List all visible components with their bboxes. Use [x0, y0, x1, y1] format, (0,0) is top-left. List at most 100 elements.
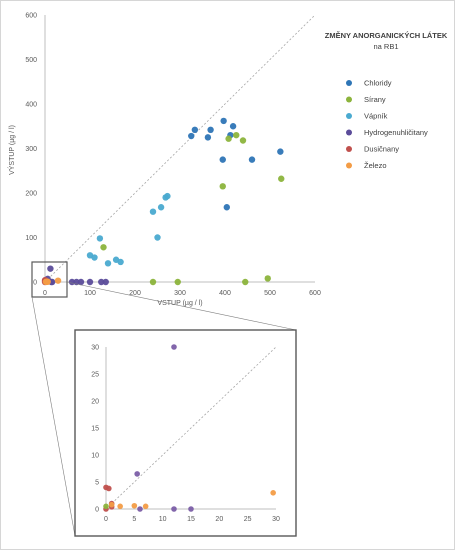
data-point	[278, 175, 285, 182]
inset-y-tick-label: 20	[91, 399, 99, 406]
inset-data-point	[188, 506, 194, 512]
data-point	[239, 137, 247, 144]
inset-y-tick-label: 25	[91, 372, 99, 379]
data-point	[219, 156, 226, 163]
inset-plot-points	[103, 344, 276, 512]
y-tick-label: 400	[25, 102, 37, 109]
main-plot-tick-labels: 0 100 200 300 400 500 600 0 100 200 300 400 500 600	[25, 13, 321, 298]
legend-label: Sírany	[364, 95, 386, 104]
inset-data-point	[270, 490, 276, 496]
data-point	[47, 265, 54, 272]
inset-y-tick-label: 30	[91, 345, 99, 352]
inset-data-point	[171, 506, 177, 512]
x-tick-label: 600	[309, 290, 321, 297]
inset-data-point	[103, 503, 109, 510]
data-point	[164, 192, 171, 200]
data-point	[104, 260, 112, 267]
inset-y-tick-label: 0	[95, 507, 99, 514]
data-point	[86, 278, 94, 286]
legend-label: Vápník	[364, 112, 388, 121]
legend-marker	[346, 96, 352, 103]
data-point	[223, 204, 230, 211]
y-tick-label: 100	[25, 235, 37, 242]
inset-x-tick-label: 30	[272, 516, 280, 523]
data-point	[149, 208, 157, 215]
inset-data-point	[131, 502, 138, 509]
data-point	[100, 244, 107, 251]
data-point	[44, 278, 51, 285]
data-point	[98, 278, 105, 286]
inset-diagonal-line	[105, 346, 277, 510]
chart-subtitle: na RB1	[373, 42, 398, 51]
main-plot-points	[41, 117, 285, 286]
x-tick-label: 100	[84, 290, 96, 297]
inset-plot-tick-labels: 0 5 10 15 20 25 30 0 5 10 15 20 25 30	[91, 345, 280, 524]
inset-data-point	[137, 506, 143, 512]
zoom-connector-lines	[31, 261, 297, 537]
x-tick-label: 200	[129, 290, 141, 297]
data-point	[204, 134, 212, 141]
x-tick-label: 500	[264, 290, 276, 297]
diagonal-line	[44, 14, 316, 283]
y-tick-label: 0	[33, 280, 37, 287]
legend-label: Železo	[364, 161, 387, 170]
inset-x-tick-label: 5	[132, 516, 136, 523]
zoom-box	[31, 261, 68, 298]
data-point	[117, 258, 124, 266]
y-tick-label: 500	[25, 57, 37, 64]
data-point	[174, 278, 181, 286]
data-point	[220, 117, 227, 125]
data-point	[188, 132, 195, 140]
data-point	[54, 277, 62, 284]
x-tick-label: 0	[43, 290, 47, 297]
legend-marker	[346, 80, 352, 86]
data-point	[149, 278, 157, 286]
inset-y-tick-label: 5	[95, 480, 99, 487]
legend-marker	[346, 129, 352, 136]
zoom-connector	[66, 281, 297, 331]
y-tick-label: 300	[25, 146, 37, 153]
data-point	[191, 126, 199, 134]
data-point	[229, 123, 237, 130]
inset-data-point	[117, 503, 123, 510]
zoom-connector	[31, 296, 76, 537]
inset-data-point	[142, 503, 149, 510]
data-point	[225, 135, 232, 142]
legend-marker	[346, 162, 352, 169]
chart-title: ZMĚNY ANORGANICKÝCH LÁTEK	[325, 31, 448, 40]
inset-x-tick-label: 25	[244, 516, 252, 523]
inset-data-point	[106, 485, 112, 492]
data-point	[248, 156, 256, 163]
data-point	[219, 183, 226, 190]
data-point	[242, 278, 249, 286]
inset-data-point	[171, 344, 177, 350]
y-tick-label: 600	[25, 13, 37, 20]
x-axis-label: VSTUP (µg / l)	[157, 300, 202, 307]
legend-marker	[346, 113, 352, 119]
data-point	[102, 278, 109, 286]
x-tick-label: 400	[219, 290, 231, 297]
x-tick-label: 300	[174, 290, 186, 297]
inset-data-point	[134, 471, 140, 477]
inset-x-tick-label: 10	[159, 516, 167, 523]
legend-label: Hydrogenuhličitany	[364, 128, 428, 137]
data-point	[91, 254, 98, 261]
legend-marker	[346, 146, 352, 152]
data-point	[157, 204, 165, 211]
inset-data-point	[108, 501, 115, 508]
inset-x-tick-label: 20	[215, 516, 223, 523]
inset-x-tick-label: 15	[187, 516, 195, 523]
data-point	[96, 235, 104, 242]
data-point	[154, 234, 161, 241]
inset-x-tick-label: 0	[104, 516, 108, 523]
data-point	[264, 275, 271, 282]
data-point	[77, 278, 85, 286]
legend: Chloridy Sírany Vápník Hydrogenuhličitany Du…	[346, 79, 428, 170]
legend-label: Chloridy	[364, 79, 392, 88]
y-tick-label: 200	[25, 191, 37, 198]
data-point	[233, 131, 240, 139]
main-plot-axes	[44, 14, 316, 283]
y-axis-label: VÝSTUP (µg / l)	[7, 125, 16, 175]
legend-label: Dusičnany	[364, 145, 399, 154]
data-point	[207, 126, 214, 134]
